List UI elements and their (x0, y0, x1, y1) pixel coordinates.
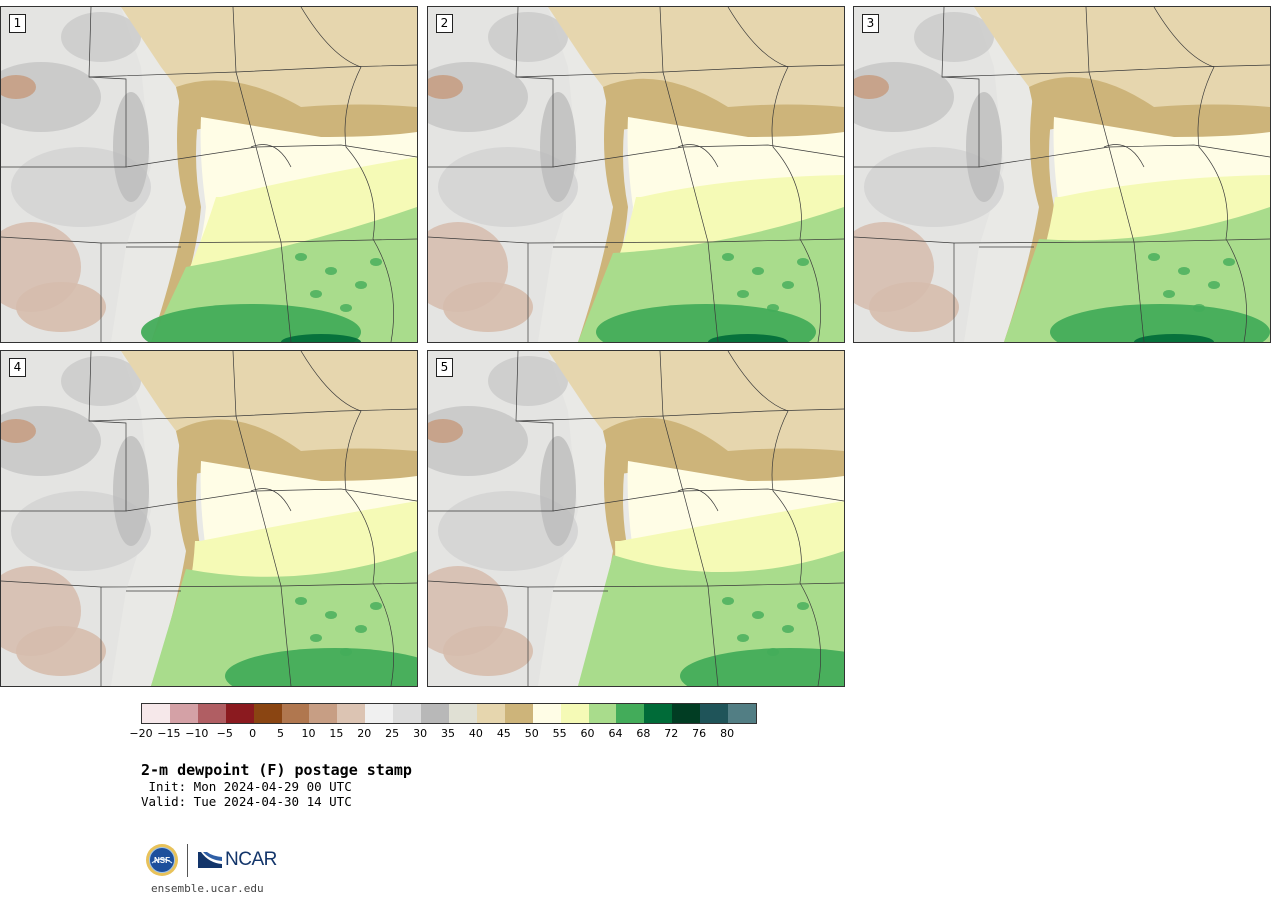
colorbar-tick-label: 80 (720, 727, 735, 740)
colorbar-tick-label: −20 (129, 727, 153, 740)
colorbar-swatch (728, 704, 756, 723)
map-panel-1: 1 (0, 6, 418, 343)
ncar-swoosh-icon (198, 852, 222, 868)
ncar-logo: NCAR (197, 848, 277, 872)
colorbar-swatch (365, 704, 394, 723)
colorbar-swatch (421, 704, 449, 723)
nsf-logo-icon: NSF (146, 844, 178, 876)
colorbar-swatch (532, 704, 561, 723)
dewpoint-colorbar (141, 703, 757, 724)
map-panel-3: 3 (853, 6, 1271, 343)
colorbar-tick-label: 72 (664, 727, 679, 740)
colorbar-swatch (225, 704, 254, 723)
colorbar-tick-label: −10 (185, 727, 209, 740)
map-panel-5: 5 (427, 350, 845, 687)
panel-number-label: 2 (436, 14, 453, 33)
colorbar-tick-label: 15 (329, 727, 344, 740)
colorbar-swatch (616, 704, 645, 723)
colorbar-swatch (644, 704, 673, 723)
logo-divider (187, 844, 188, 877)
colorbar-tick-label: 68 (636, 727, 651, 740)
map-panel-2: 2 (427, 6, 845, 343)
colorbar-swatch (309, 704, 338, 723)
colorbar-swatch (169, 704, 198, 723)
colorbar-tick-label: 10 (301, 727, 316, 740)
colorbar-swatch (393, 704, 422, 723)
colorbar-swatch (142, 704, 170, 723)
colorbar-swatch (281, 704, 310, 723)
nsf-logo-text: NSF (154, 856, 170, 865)
colorbar-tick-label: 25 (385, 727, 400, 740)
colorbar-tick-label: −15 (157, 727, 181, 740)
colorbar-tick-label: 50 (524, 727, 539, 740)
colorbar-swatch (253, 704, 282, 723)
colorbar-swatch (588, 704, 617, 723)
colorbar-swatch (560, 704, 589, 723)
colorbar-tick-label: 35 (441, 727, 455, 740)
colorbar-swatch (700, 704, 729, 723)
website-url: ensemble.ucar.edu (151, 882, 264, 895)
colorbar-swatch (337, 704, 366, 723)
colorbar-tick-label: 20 (357, 727, 372, 740)
colorbar-tick-label: −5 (216, 727, 233, 740)
valid-time: Valid: Tue 2024-04-30 14 UTC (141, 794, 352, 809)
colorbar-tick-label: 55 (552, 727, 567, 740)
ncar-logo-text: NCAR (225, 849, 277, 870)
colorbar-tick-label: 64 (608, 727, 623, 740)
colorbar-swatch (672, 704, 701, 723)
colorbar-tick-label: 76 (692, 727, 707, 740)
panel-number-label: 1 (9, 14, 26, 33)
colorbar-tick-label: 0 (249, 727, 257, 740)
colorbar-swatch (448, 704, 477, 723)
figure-title: 2-m dewpoint (F) postage stamp (141, 761, 412, 779)
colorbar-tick-label: 5 (277, 727, 285, 740)
colorbar-swatch (197, 704, 226, 723)
colorbar-tick-label: 60 (580, 727, 595, 740)
colorbar-tick-label: 30 (413, 727, 428, 740)
colorbar-ticks: −20 −15 −10 −5 0 5 10 15 20 25 30 35 40 45 50 55 60 64 68 7… (129, 727, 755, 741)
colorbar-swatch (504, 704, 533, 723)
colorbar-tick-label: 45 (496, 727, 511, 740)
panel-number-label: 3 (862, 14, 879, 33)
colorbar-swatch (476, 704, 505, 723)
map-panel-4: 4 (0, 350, 418, 687)
init-time: Init: Mon 2024-04-29 00 UTC (141, 779, 352, 794)
colorbar-tick-label: 40 (468, 727, 483, 740)
panel-number-label: 5 (436, 358, 453, 377)
panel-number-label: 4 (9, 358, 26, 377)
